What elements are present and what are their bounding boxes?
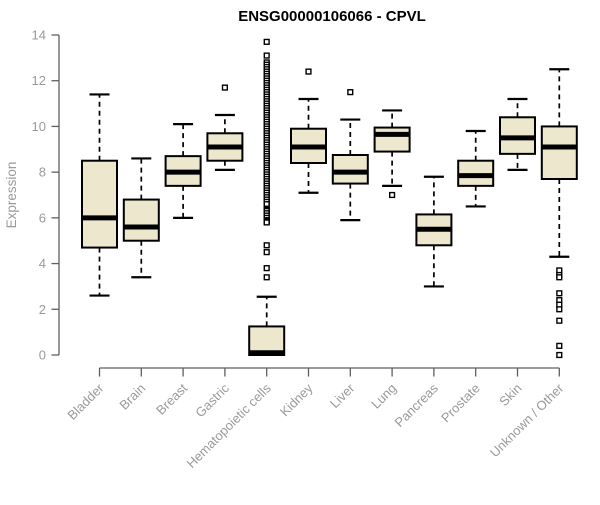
outlier-point [556, 317, 563, 324]
y-tick-label: 2 [39, 302, 46, 317]
y-tick-label: 14 [32, 28, 46, 43]
outlier-point [556, 351, 563, 359]
x-category-label: Breast [153, 380, 190, 417]
outlier-point [556, 342, 563, 349]
x-category-label: Unknown / Other [487, 380, 567, 460]
x-category-label: Skin [496, 381, 524, 409]
y-tick-label: 8 [39, 165, 46, 180]
box-group [499, 97, 536, 171]
outlier-point [556, 306, 563, 313]
y-tick-label: 6 [39, 210, 46, 225]
outlier-point [263, 38, 270, 45]
box-group [248, 38, 286, 356]
iqr-box [81, 159, 118, 249]
x-category-label: Pancreas [392, 380, 442, 430]
outlier-point [263, 265, 270, 272]
outlier-point [556, 290, 563, 297]
x-category-label: Prostate [438, 381, 483, 426]
outlier-point [263, 242, 270, 249]
x-category-label: Lung [368, 381, 399, 412]
outlier-point [263, 274, 270, 281]
outlier-point [347, 89, 354, 96]
y-tick-label: 10 [32, 119, 46, 134]
outlier-point [389, 191, 396, 199]
box-group [122, 157, 160, 279]
outlier-point [263, 219, 270, 226]
y-tick-label: 4 [39, 256, 46, 271]
x-category-label: Brain [116, 381, 148, 413]
y-tick-label: 12 [32, 73, 46, 88]
chart-title: ENSG00000106066 - CPVL [238, 8, 426, 25]
box-group [290, 68, 327, 194]
y-axis-label: Expression [4, 162, 19, 229]
outlier-point [263, 249, 270, 256]
box-group [331, 89, 369, 222]
iqr-box [540, 125, 578, 181]
box-group [415, 175, 453, 288]
iqr-box [122, 198, 160, 242]
box-group [206, 84, 244, 171]
box-group [373, 109, 411, 199]
iqr-box [373, 126, 411, 153]
box-group [457, 129, 495, 208]
outlier-point [221, 84, 229, 91]
x-category-label: Bladder [64, 380, 107, 423]
iqr-box [331, 154, 369, 185]
box-group [81, 93, 118, 297]
x-category-label: Liver [327, 380, 358, 411]
plot-area [81, 38, 578, 359]
y-tick-label: 0 [39, 348, 46, 363]
outlier-point [305, 68, 312, 75]
outlier-point [556, 274, 563, 281]
box-group [164, 123, 202, 219]
x-category-label: Gastric [192, 380, 232, 420]
x-category-label: Kidney [277, 380, 316, 419]
box-group [540, 68, 578, 359]
outlier-point [263, 52, 270, 59]
